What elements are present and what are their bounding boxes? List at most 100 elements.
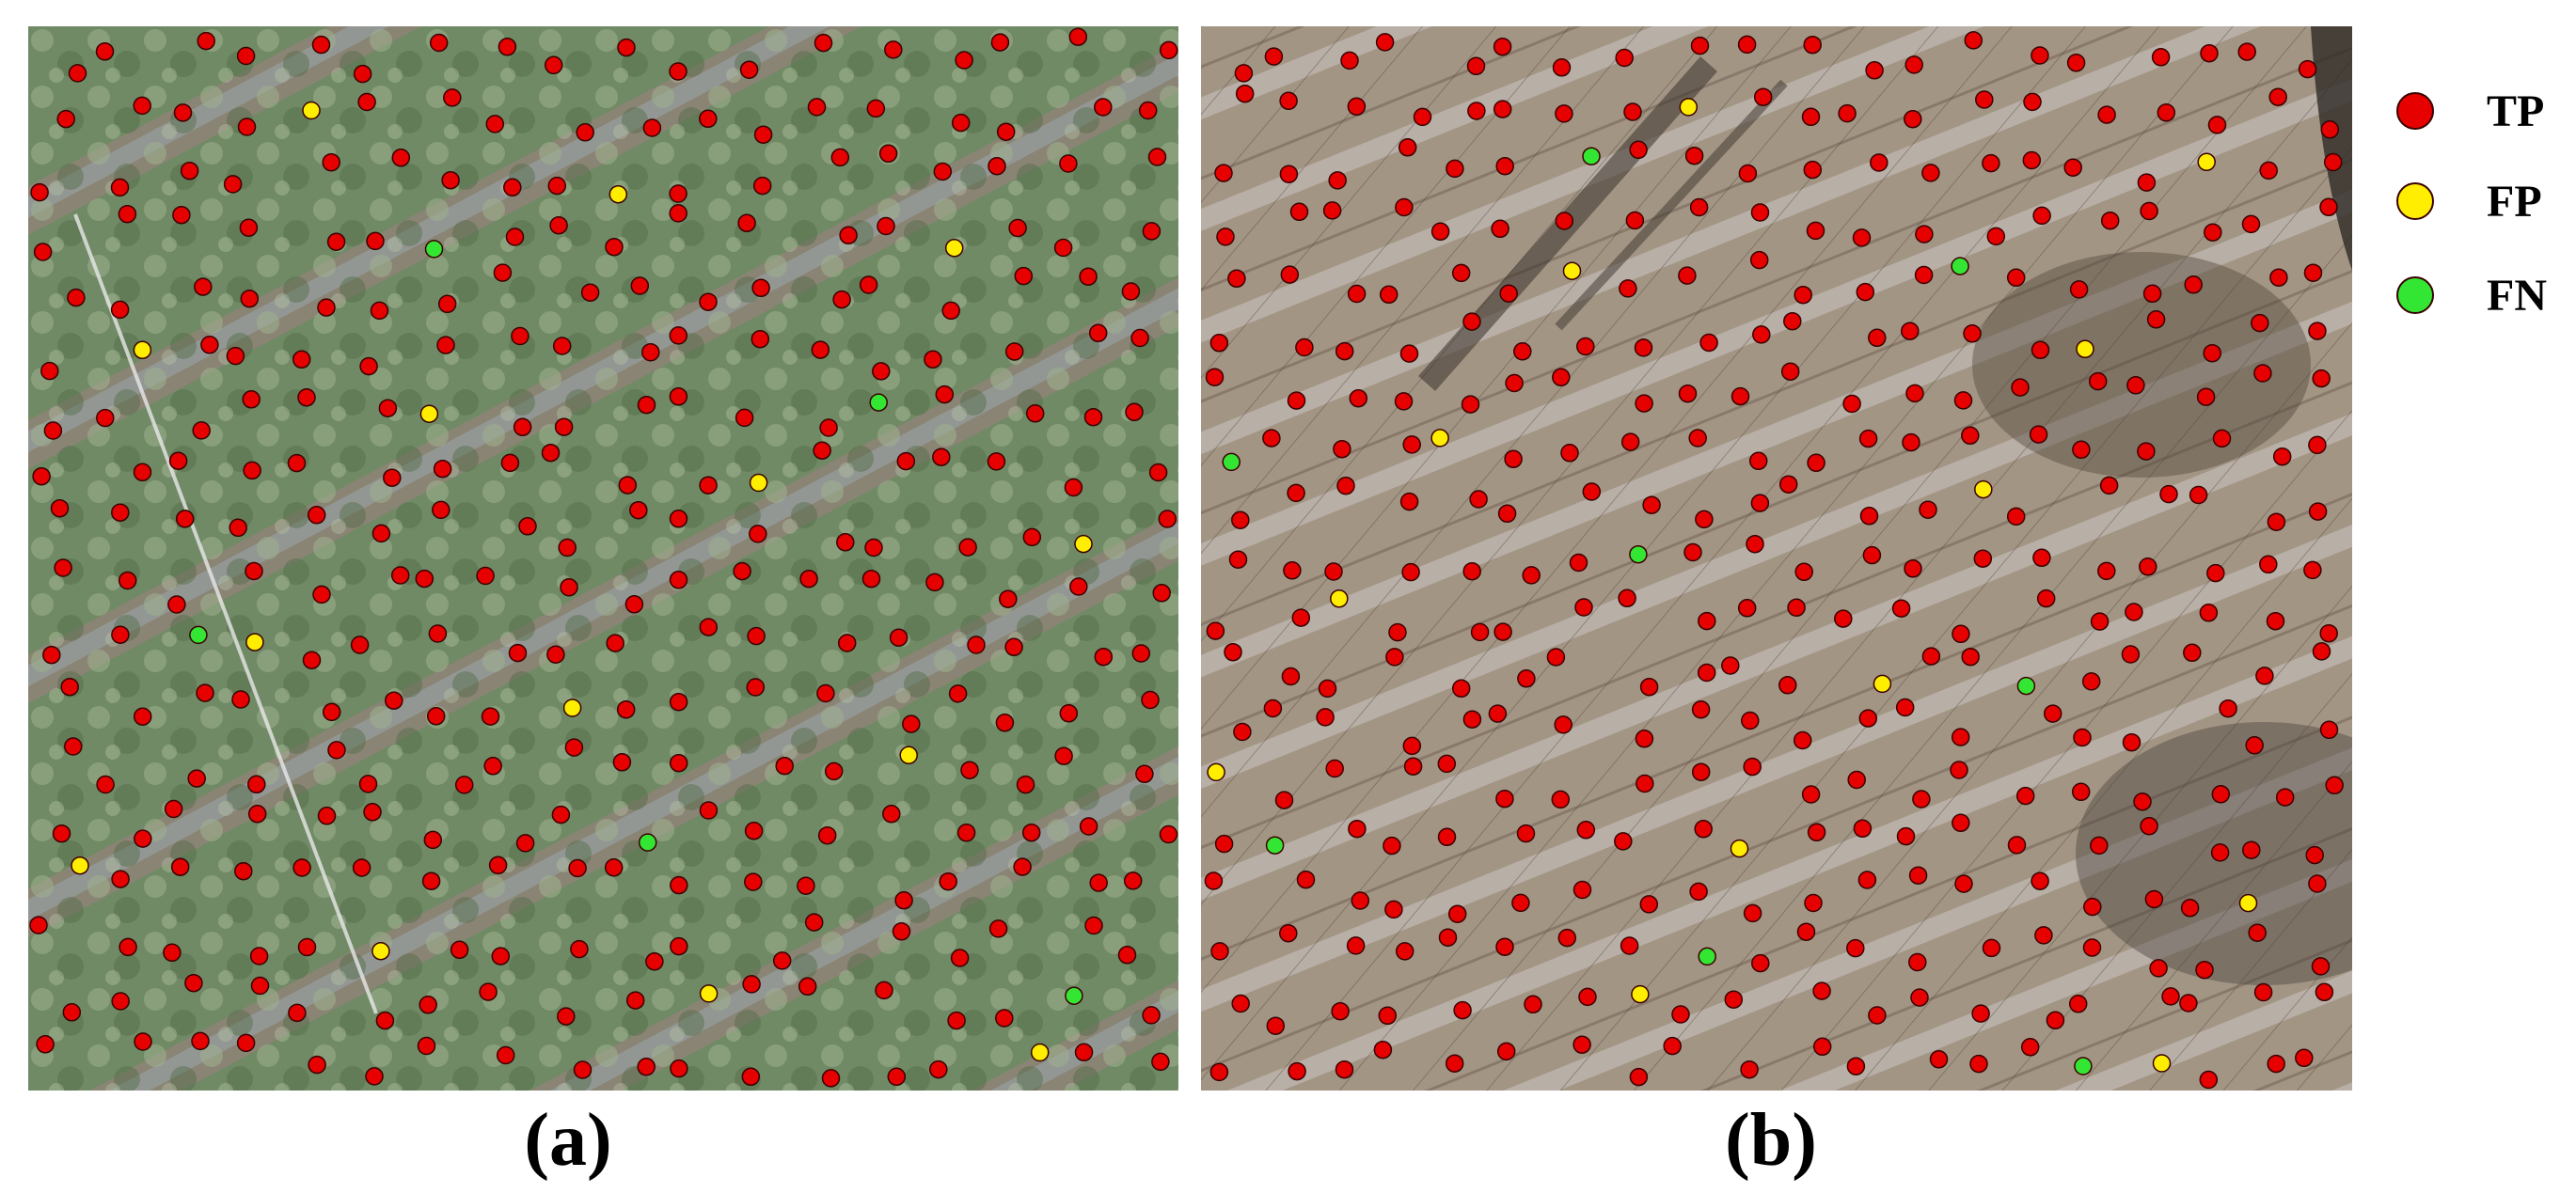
tp-marker: [505, 228, 525, 246]
tp-marker: [2320, 120, 2340, 139]
tp-marker: [1904, 559, 1922, 578]
tp-marker: [1214, 164, 1233, 182]
tp-marker: [2031, 871, 2049, 890]
tp-marker: [2267, 1054, 2285, 1074]
tp-marker: [234, 861, 253, 881]
tp-marker: [1054, 746, 1073, 765]
tp-marker: [1324, 562, 1343, 581]
tp-marker: [1688, 429, 1707, 447]
tp-marker: [1961, 647, 1980, 667]
tp-marker: [1953, 391, 1973, 410]
tp-marker: [580, 283, 600, 302]
tp-marker: [1373, 1040, 1393, 1060]
tp-marker: [1636, 774, 1654, 793]
tp-marker: [670, 936, 688, 956]
tp-marker: [2325, 776, 2344, 795]
tp-marker: [118, 571, 137, 590]
tp-marker: [366, 231, 385, 251]
tp-marker: [2071, 782, 2091, 802]
tp-marker: [1615, 48, 1634, 68]
tp-marker: [552, 337, 572, 355]
tp-marker: [110, 300, 130, 320]
tp-marker: [1691, 762, 1711, 781]
tp-marker: [629, 500, 648, 520]
tp-marker: [775, 756, 794, 776]
tp-marker: [1142, 222, 1162, 241]
tp-marker: [1399, 492, 1419, 511]
tp-marker: [1497, 504, 1517, 524]
tp-marker: [746, 678, 766, 697]
tp-marker: [515, 834, 535, 853]
tp-marker: [1013, 857, 1032, 876]
tp-marker: [2251, 313, 2269, 333]
tp-marker: [1796, 922, 1816, 941]
tp-marker: [1346, 936, 1366, 955]
tp-marker: [419, 996, 437, 1014]
tp-marker: [1325, 759, 1344, 778]
tp-marker: [311, 35, 331, 55]
tp-marker: [1152, 584, 1171, 603]
tp-marker: [2097, 105, 2116, 124]
tp-marker: [1316, 708, 1335, 727]
tp-marker: [164, 799, 183, 819]
tp-marker: [1576, 337, 1595, 356]
tp-marker: [625, 991, 645, 1010]
tp-marker: [1493, 622, 1512, 641]
tp-marker: [297, 388, 316, 407]
tp-marker: [747, 626, 766, 646]
tp-marker: [1079, 817, 1098, 836]
tp-marker: [2069, 280, 2089, 299]
tp-marker: [1328, 171, 1347, 190]
tp-marker: [1322, 201, 1342, 220]
tp-marker: [951, 113, 971, 133]
tp-marker: [737, 213, 756, 233]
legend-swatch-fp: [2396, 182, 2434, 220]
tp-marker: [839, 226, 858, 245]
tp-marker: [1787, 598, 1806, 618]
tp-marker: [483, 757, 502, 776]
tp-marker: [1493, 37, 1512, 56]
tp-marker: [1135, 764, 1154, 784]
tp-marker: [987, 452, 1006, 471]
tp-marker: [288, 1003, 307, 1023]
tp-marker: [2068, 995, 2088, 1013]
tp-marker: [491, 947, 511, 965]
tp-marker: [924, 350, 942, 369]
tp-marker: [118, 204, 137, 224]
tp-marker: [948, 684, 968, 703]
tp-marker: [1159, 40, 1178, 60]
tp-marker: [557, 1007, 576, 1026]
tp-marker: [1804, 893, 1823, 913]
tp-marker: [2146, 310, 2166, 329]
tp-marker: [503, 178, 522, 197]
tp-marker: [1838, 103, 1857, 123]
tp-marker: [2090, 612, 2110, 631]
tp-marker: [2245, 736, 2264, 755]
tp-marker: [617, 38, 636, 57]
fp-marker: [1330, 589, 1349, 608]
tp-marker: [30, 182, 49, 202]
tp-marker: [167, 595, 186, 614]
tp-marker: [1891, 599, 1911, 618]
tp-marker: [939, 871, 957, 891]
tp-marker: [1625, 211, 1645, 230]
tp-marker: [317, 298, 336, 317]
tp-marker: [2266, 611, 2285, 631]
tp-marker: [1347, 284, 1367, 304]
tp-marker: [2046, 1011, 2065, 1030]
tp-marker: [2219, 699, 2237, 718]
tp-marker: [1331, 1001, 1350, 1021]
tp-marker: [1395, 942, 1414, 961]
tp-marker: [753, 125, 773, 144]
tp-marker: [2199, 1070, 2219, 1090]
tp-marker: [229, 518, 247, 538]
tp-marker: [67, 288, 86, 307]
tp-marker: [2081, 672, 2101, 691]
fn-marker: [1065, 986, 1083, 1005]
tp-marker: [237, 118, 257, 136]
tp-marker: [52, 824, 71, 843]
tp-marker: [1264, 47, 1284, 66]
tp-marker: [1678, 266, 1697, 285]
tp-marker: [733, 561, 751, 581]
tp-marker: [1915, 225, 1934, 243]
